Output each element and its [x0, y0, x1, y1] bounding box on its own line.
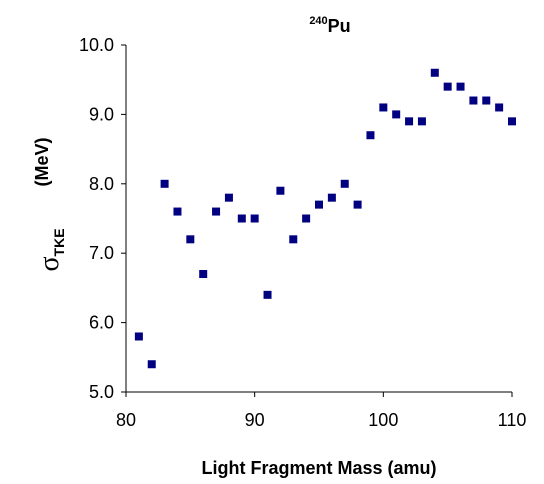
chart-title-superscript: 240 [309, 15, 327, 27]
x-axis-label: Light Fragment Mass (amu) [201, 458, 436, 478]
data-point [469, 96, 478, 105]
y-tick-label: 8.0 [89, 174, 114, 194]
y-axis-label: σTKE (MeV) [32, 137, 67, 271]
data-point [508, 117, 516, 126]
data-point [327, 193, 336, 202]
chart-title: 240Pu [309, 15, 350, 36]
axes [125, 45, 512, 393]
data-point [302, 214, 311, 223]
data-point [212, 207, 221, 216]
x-tick-label: 80 [116, 410, 136, 430]
y-tick-label: 5.0 [89, 382, 114, 402]
data-point [379, 103, 388, 112]
y-tick-label: 9.0 [89, 104, 114, 124]
data-point [263, 290, 272, 299]
data-point [405, 117, 414, 126]
data-point [340, 179, 349, 188]
data-point [289, 235, 298, 244]
data-point [250, 214, 259, 223]
y-axis-label-symbol: σ [34, 256, 65, 271]
chart-title-main: Pu [328, 16, 351, 36]
x-tick-label: 110 [498, 410, 527, 430]
data-point [392, 110, 401, 119]
data-point [147, 360, 156, 369]
data-point [495, 103, 504, 112]
y-axis-label-subscript: TKE [51, 228, 67, 256]
data-point [224, 193, 233, 202]
data-point [186, 235, 195, 244]
data-point [199, 270, 208, 279]
y-tick-label: 10.0 [79, 35, 114, 55]
x-tick-label: 90 [245, 410, 265, 430]
data-point [443, 82, 452, 91]
y-axis-label-unit: (MeV) [32, 137, 52, 186]
data-point [417, 117, 426, 126]
data-point [366, 131, 375, 140]
data-point [276, 186, 285, 195]
y-tick-label: 6.0 [89, 313, 114, 333]
data-point [430, 68, 439, 77]
ticks: 5.0 6.0 7.0 8.0 9.0 10.0 80 90 100 110 [79, 35, 526, 430]
data-point [134, 332, 143, 341]
data-point [173, 207, 182, 216]
data-point [160, 179, 169, 188]
x-tick-label: 100 [368, 410, 398, 430]
data-point [237, 214, 246, 223]
data-points [134, 68, 516, 369]
data-point [315, 200, 323, 209]
data-point [456, 82, 465, 91]
svg-text:σTKE: σTKE [34, 228, 67, 271]
y-tick-label: 7.0 [89, 243, 114, 263]
data-point [482, 96, 491, 105]
data-point [353, 200, 362, 209]
